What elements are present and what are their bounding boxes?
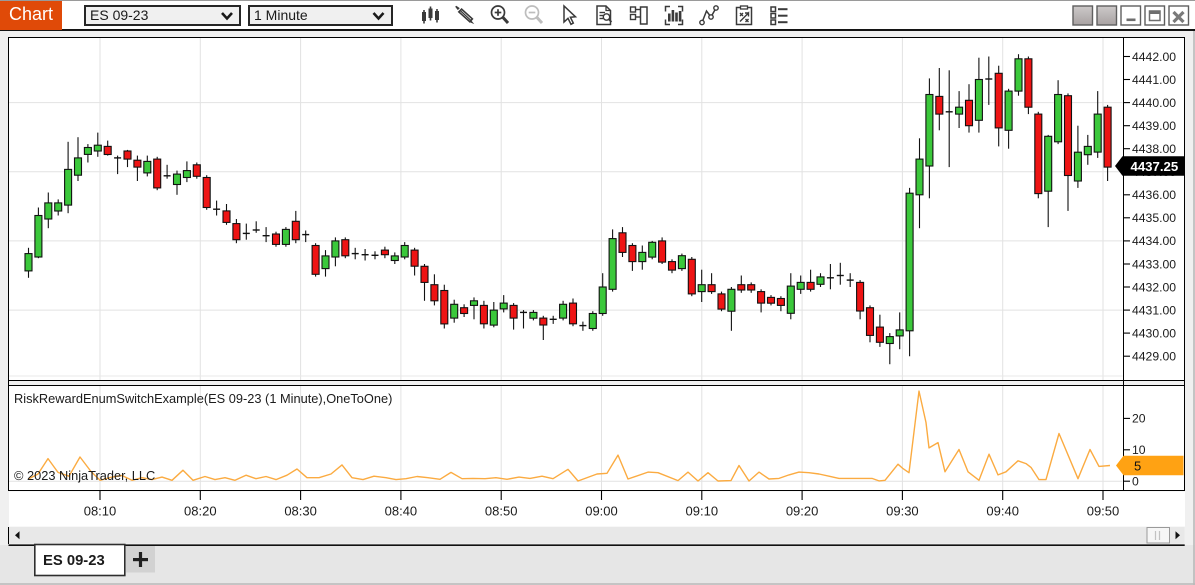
- svg-text:20: 20: [1132, 412, 1146, 426]
- svg-text:08:40: 08:40: [385, 504, 418, 519]
- svg-text:4433.00: 4433.00: [1132, 257, 1176, 271]
- svg-text:ES 09-23: ES 09-23: [43, 553, 105, 569]
- svg-text:10: 10: [1132, 443, 1146, 457]
- svg-text:4439.00: 4439.00: [1132, 119, 1176, 133]
- svg-text:4434.00: 4434.00: [1132, 234, 1176, 248]
- svg-text:09:30: 09:30: [886, 504, 919, 519]
- svg-text:4437.25: 4437.25: [1131, 159, 1179, 174]
- svg-text:5: 5: [1134, 458, 1141, 473]
- svg-text:08:10: 08:10: [84, 504, 117, 519]
- svg-text:4429.00: 4429.00: [1132, 350, 1176, 364]
- svg-text:09:10: 09:10: [686, 504, 719, 519]
- svg-text:4435.00: 4435.00: [1132, 211, 1176, 225]
- svg-text:© 2023 NinjaTrader, LLC: © 2023 NinjaTrader, LLC: [14, 468, 155, 483]
- svg-text:4430.00: 4430.00: [1132, 326, 1176, 340]
- svg-text:4441.00: 4441.00: [1132, 73, 1176, 87]
- svg-text:RiskRewardEnumSwitchExample(ES: RiskRewardEnumSwitchExample(ES 09-23 (1 …: [14, 391, 392, 406]
- svg-text:4442.00: 4442.00: [1132, 50, 1176, 64]
- svg-text:09:00: 09:00: [585, 504, 618, 519]
- svg-text:08:50: 08:50: [485, 504, 518, 519]
- svg-text:08:30: 08:30: [284, 504, 317, 519]
- svg-text:4436.00: 4436.00: [1132, 188, 1176, 202]
- svg-text:4431.00: 4431.00: [1132, 303, 1176, 317]
- svg-text:4432.00: 4432.00: [1132, 280, 1176, 294]
- svg-text:09:20: 09:20: [786, 504, 819, 519]
- svg-text:09:40: 09:40: [986, 504, 1019, 519]
- svg-text:4440.00: 4440.00: [1132, 96, 1176, 110]
- svg-text:0: 0: [1132, 475, 1139, 489]
- svg-text:09:50: 09:50: [1087, 504, 1120, 519]
- svg-text:08:20: 08:20: [184, 504, 217, 519]
- svg-text:4438.00: 4438.00: [1132, 142, 1176, 156]
